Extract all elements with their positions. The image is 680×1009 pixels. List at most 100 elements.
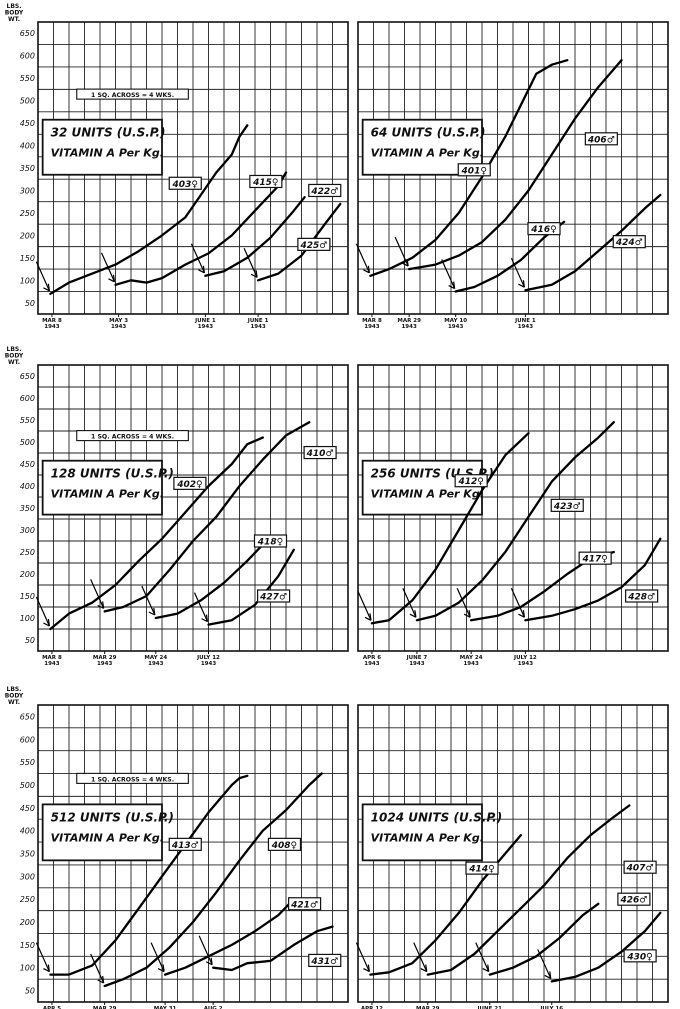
series-line: [524, 537, 662, 622]
series-line: [550, 911, 662, 983]
series-label-box: [173, 476, 207, 490]
series-label-box: [168, 837, 202, 851]
date-tick-label: 1943: [198, 324, 213, 330]
scale-note: 1 SQ. ACROSS = 4 WKS.: [91, 434, 174, 441]
start-arrow: [100, 252, 116, 283]
y-tick-label: 150: [20, 941, 35, 950]
y-axis-unit-label: BODY: [5, 10, 24, 17]
chart-border: [357, 21, 669, 315]
date-tick-label: 1943: [448, 324, 463, 330]
dose-label: 64 UNITS (U.S.P.): [371, 126, 486, 140]
series-label-box: [249, 174, 283, 189]
series-label: 426♂: [619, 896, 647, 906]
series-label-box: [465, 861, 499, 875]
y-tick-label: 500: [20, 97, 35, 106]
dose-label: VITAMIN A Per Kg.: [51, 831, 164, 844]
series-label-box: [623, 860, 657, 874]
date-tick-label: APR 12: [361, 1006, 383, 1009]
y-axis-unit-label: WT.: [8, 16, 20, 23]
date-tick-label: JULY 16: [539, 1006, 563, 1009]
dose-label: VITAMIN A Per Kg.: [51, 147, 164, 160]
y-tick-label: 300: [20, 872, 35, 881]
y-tick-label: 350: [20, 850, 35, 859]
date-tick-label: APR 6: [363, 655, 381, 661]
dose-label: VITAMIN A Per Kg.: [371, 488, 484, 501]
y-tick-label: 450: [20, 804, 35, 813]
series-label: 412♀: [457, 477, 483, 487]
start-arrow: [198, 935, 213, 965]
y-tick-label: 50: [25, 987, 35, 996]
series-label-box: [253, 534, 288, 548]
date-tick-label: MAR 8: [362, 318, 382, 324]
y-tick-label: 100: [20, 614, 35, 623]
start-arrow: [441, 259, 456, 289]
date-tick-label: 1943: [111, 324, 126, 330]
scale-note-box: [76, 430, 189, 442]
date-tick-label: 1943: [44, 661, 59, 667]
dose-box: [41, 803, 163, 862]
dose-label: VITAMIN A Per Kg.: [371, 831, 484, 844]
date-tick-label: 1943: [148, 661, 163, 667]
series-label: 408♀: [271, 841, 297, 851]
series-label-box: [625, 589, 659, 603]
start-arrow: [355, 942, 370, 972]
start-arrow-head: [250, 270, 258, 278]
date-tick-label: MAR 29: [416, 1006, 440, 1009]
series-line: [103, 772, 323, 988]
series-line: [370, 432, 530, 625]
series-label: 425♂: [299, 241, 327, 251]
y-tick-label: 550: [20, 416, 35, 425]
y-tick-label: 450: [20, 460, 35, 469]
y-tick-label: 250: [20, 895, 35, 904]
dose-box: [41, 459, 163, 516]
series-label: 421♂: [290, 900, 318, 910]
y-tick-label: 200: [20, 918, 35, 927]
dose-box: [41, 118, 163, 176]
chart-border: [37, 364, 349, 652]
y-axis-unit-label: LBS.: [7, 346, 22, 353]
start-arrow: [413, 942, 428, 972]
y-tick-label: 400: [20, 482, 35, 491]
series-label: 427♂: [259, 593, 287, 603]
series-label-box: [308, 953, 342, 968]
start-arrow-head: [43, 618, 50, 627]
chart-border: [357, 704, 669, 1003]
series-label-box: [267, 837, 302, 851]
series-label: 424♂: [615, 238, 643, 248]
start-arrow: [90, 579, 105, 609]
date-tick-label: 1943: [44, 324, 59, 330]
date-tick-label: AUG 2: [204, 1006, 223, 1009]
series-line: [49, 774, 249, 976]
dose-label: 1024 UNITS (U.S.P.): [371, 810, 503, 824]
start-arrow: [35, 596, 50, 627]
start-arrow: [190, 243, 205, 274]
series-label: 410♂: [306, 449, 334, 459]
series-label: 423♂: [553, 502, 581, 512]
series-label-box: [168, 176, 202, 190]
series-label-box: [308, 183, 342, 198]
scale-note-box: [76, 772, 189, 784]
start-arrow: [243, 248, 258, 278]
date-tick-label: MAY 31: [154, 1006, 177, 1009]
date-tick-label: 1943: [250, 324, 265, 330]
y-tick-label: 350: [20, 164, 35, 173]
series-label-box: [457, 163, 491, 177]
date-tick-label: 1943: [201, 661, 216, 667]
series-label-box: [617, 892, 651, 906]
start-arrow: [150, 942, 165, 972]
date-tick-label: 1943: [401, 324, 416, 330]
y-tick-label: 350: [20, 504, 35, 513]
series-line: [154, 535, 272, 620]
y-tick-label: 450: [20, 119, 35, 128]
start-arrow-head: [157, 964, 165, 973]
series-line: [415, 421, 615, 622]
scale-note: 1 SQ. ACROSS = 4 WKS.: [91, 92, 174, 99]
start-arrow-head: [363, 265, 370, 274]
date-tick-label: JUNE 1: [247, 318, 269, 324]
y-tick-label: 400: [20, 142, 35, 151]
date-tick-label: APR 5: [43, 1006, 61, 1009]
start-arrow-head: [482, 964, 490, 973]
scale-note: 1 SQ. ACROSS = 4 WKS.: [91, 776, 174, 783]
y-tick-label: 650: [20, 29, 35, 38]
